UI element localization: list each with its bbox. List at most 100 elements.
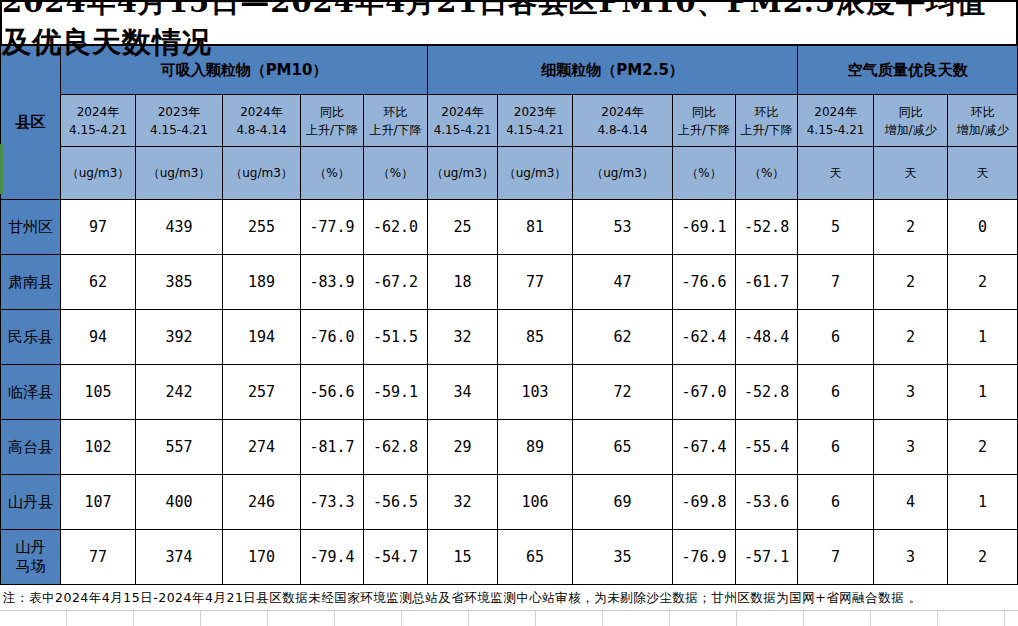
unit-cell: （%） xyxy=(673,147,736,200)
data-cell: -81.7 xyxy=(301,420,364,475)
county-name-cell: 民乐县 xyxy=(1,310,61,365)
data-cell: 65 xyxy=(498,530,573,585)
data-cell: -52.8 xyxy=(736,365,798,420)
data-cell: -57.1 xyxy=(736,530,798,585)
unit-cell: （ug/m3） xyxy=(428,147,498,200)
col-header: 环比 增加/减少 xyxy=(948,95,1018,147)
data-cell: 242 xyxy=(136,365,223,420)
col-header: 2024年 4.8-4.14 xyxy=(223,95,301,147)
data-cell: 255 xyxy=(223,200,301,255)
data-cell: 6 xyxy=(798,310,874,365)
data-cell: -54.7 xyxy=(364,530,428,585)
unit-cell: （ug/m3） xyxy=(573,147,673,200)
data-cell: 246 xyxy=(223,475,301,530)
data-cell: 107 xyxy=(61,475,136,530)
data-cell: 0 xyxy=(948,200,1018,255)
data-cell: -73.3 xyxy=(301,475,364,530)
data-cell: 392 xyxy=(136,310,223,365)
col-header: 同比 增加/减少 xyxy=(874,95,948,147)
data-cell: 257 xyxy=(223,365,301,420)
data-cell: 2 xyxy=(874,310,948,365)
data-cell: 81 xyxy=(498,200,573,255)
table-body: 甘州区97439255-77.9-62.0258153-69.1-52.8520… xyxy=(1,200,1018,585)
unit-cell: （ug/m3） xyxy=(498,147,573,200)
data-cell: -53.6 xyxy=(736,475,798,530)
data-cell: -67.4 xyxy=(673,420,736,475)
data-cell: 3 xyxy=(874,365,948,420)
data-cell: -77.9 xyxy=(301,200,364,255)
table-row: 甘州区97439255-77.9-62.0258153-69.1-52.8520 xyxy=(1,200,1018,255)
data-cell: 2 xyxy=(948,255,1018,310)
unit-cell: （ug/m3） xyxy=(136,147,223,200)
data-cell: 2 xyxy=(948,530,1018,585)
data-cell: 32 xyxy=(428,475,498,530)
data-cell: 2 xyxy=(874,255,948,310)
unit-cell: （ug/m3） xyxy=(223,147,301,200)
data-cell: 400 xyxy=(136,475,223,530)
data-cell: -79.4 xyxy=(301,530,364,585)
col-header: 环比 上升/下降 xyxy=(364,95,428,147)
data-cell: 194 xyxy=(223,310,301,365)
unit-cell: （ug/m3） xyxy=(61,147,136,200)
data-cell: -56.6 xyxy=(301,365,364,420)
data-cell: -69.1 xyxy=(673,200,736,255)
table-row: 高台县102557274-81.7-62.8298965-67.4-55.463… xyxy=(1,420,1018,475)
data-cell: -62.8 xyxy=(364,420,428,475)
data-cell: 85 xyxy=(498,310,573,365)
data-cell: 65 xyxy=(573,420,673,475)
data-cell: -48.4 xyxy=(736,310,798,365)
unit-cell: 天 xyxy=(948,147,1018,200)
data-cell: 69 xyxy=(573,475,673,530)
data-cell: 47 xyxy=(573,255,673,310)
page-title: 2024年4月15日—2024年4月21日各县区PM10、PM2.5浓度平均值及… xyxy=(0,0,1018,46)
data-cell: 189 xyxy=(223,255,301,310)
col-header: 2024年 4.15-4.21 xyxy=(428,95,498,147)
data-cell: 439 xyxy=(136,200,223,255)
data-cell: 77 xyxy=(61,530,136,585)
data-cell: -55.4 xyxy=(736,420,798,475)
table-row: 临泽县105242257-56.6-59.13410372-67.0-52.86… xyxy=(1,365,1018,420)
data-cell: 32 xyxy=(428,310,498,365)
data-cell: 385 xyxy=(136,255,223,310)
table-row: 山丹县107400246-73.3-56.53210669-69.8-53.66… xyxy=(1,475,1018,530)
date-header-row: 2024年 4.15-4.21 2023年 4.15-4.21 2024年 4.… xyxy=(1,95,1018,147)
data-cell: 170 xyxy=(223,530,301,585)
worksheet-gridlines xyxy=(0,610,1018,626)
data-cell: 72 xyxy=(573,365,673,420)
data-cell: 3 xyxy=(874,530,948,585)
footnote: 注：表中2024年4月15日-2024年4月21日县区数据未经国家环境监测总站及… xyxy=(0,585,1018,612)
unit-cell: （%） xyxy=(301,147,364,200)
col-header: 2024年 4.8-4.14 xyxy=(573,95,673,147)
data-cell: 7 xyxy=(798,255,874,310)
data-cell: 89 xyxy=(498,420,573,475)
county-name-cell: 山丹县 xyxy=(1,475,61,530)
data-cell: 2 xyxy=(948,420,1018,475)
unit-cell: （%） xyxy=(364,147,428,200)
county-name-cell: 甘州区 xyxy=(1,200,61,255)
data-cell: -67.0 xyxy=(673,365,736,420)
data-cell: 35 xyxy=(573,530,673,585)
table-row: 民乐县94392194-76.0-51.5328562-62.4-48.4621 xyxy=(1,310,1018,365)
data-cell: -76.9 xyxy=(673,530,736,585)
county-name-cell: 高台县 xyxy=(1,420,61,475)
data-cell: 6 xyxy=(798,365,874,420)
data-cell: 4 xyxy=(874,475,948,530)
data-cell: 7 xyxy=(798,530,874,585)
data-cell: 77 xyxy=(498,255,573,310)
unit-cell: 天 xyxy=(798,147,874,200)
data-cell: 25 xyxy=(428,200,498,255)
corner-header-county: 县区 xyxy=(1,46,61,200)
pollution-data-table: 县区 可吸入颗粒物（PM10） 细颗粒物（PM2.5） 空气质量优良天数 202… xyxy=(0,45,1018,585)
data-cell: 62 xyxy=(573,310,673,365)
data-cell: -61.7 xyxy=(736,255,798,310)
data-cell: 106 xyxy=(498,475,573,530)
data-cell: -51.5 xyxy=(364,310,428,365)
data-cell: 374 xyxy=(136,530,223,585)
col-header: 2024年 4.15-4.21 xyxy=(798,95,874,147)
county-name-cell: 临泽县 xyxy=(1,365,61,420)
col-header: 2024年 4.15-4.21 xyxy=(61,95,136,147)
data-cell: 34 xyxy=(428,365,498,420)
table-row: 肃南县62385189-83.9-67.2187747-76.6-61.7722 xyxy=(1,255,1018,310)
data-cell: -76.0 xyxy=(301,310,364,365)
unit-cell: （%） xyxy=(736,147,798,200)
